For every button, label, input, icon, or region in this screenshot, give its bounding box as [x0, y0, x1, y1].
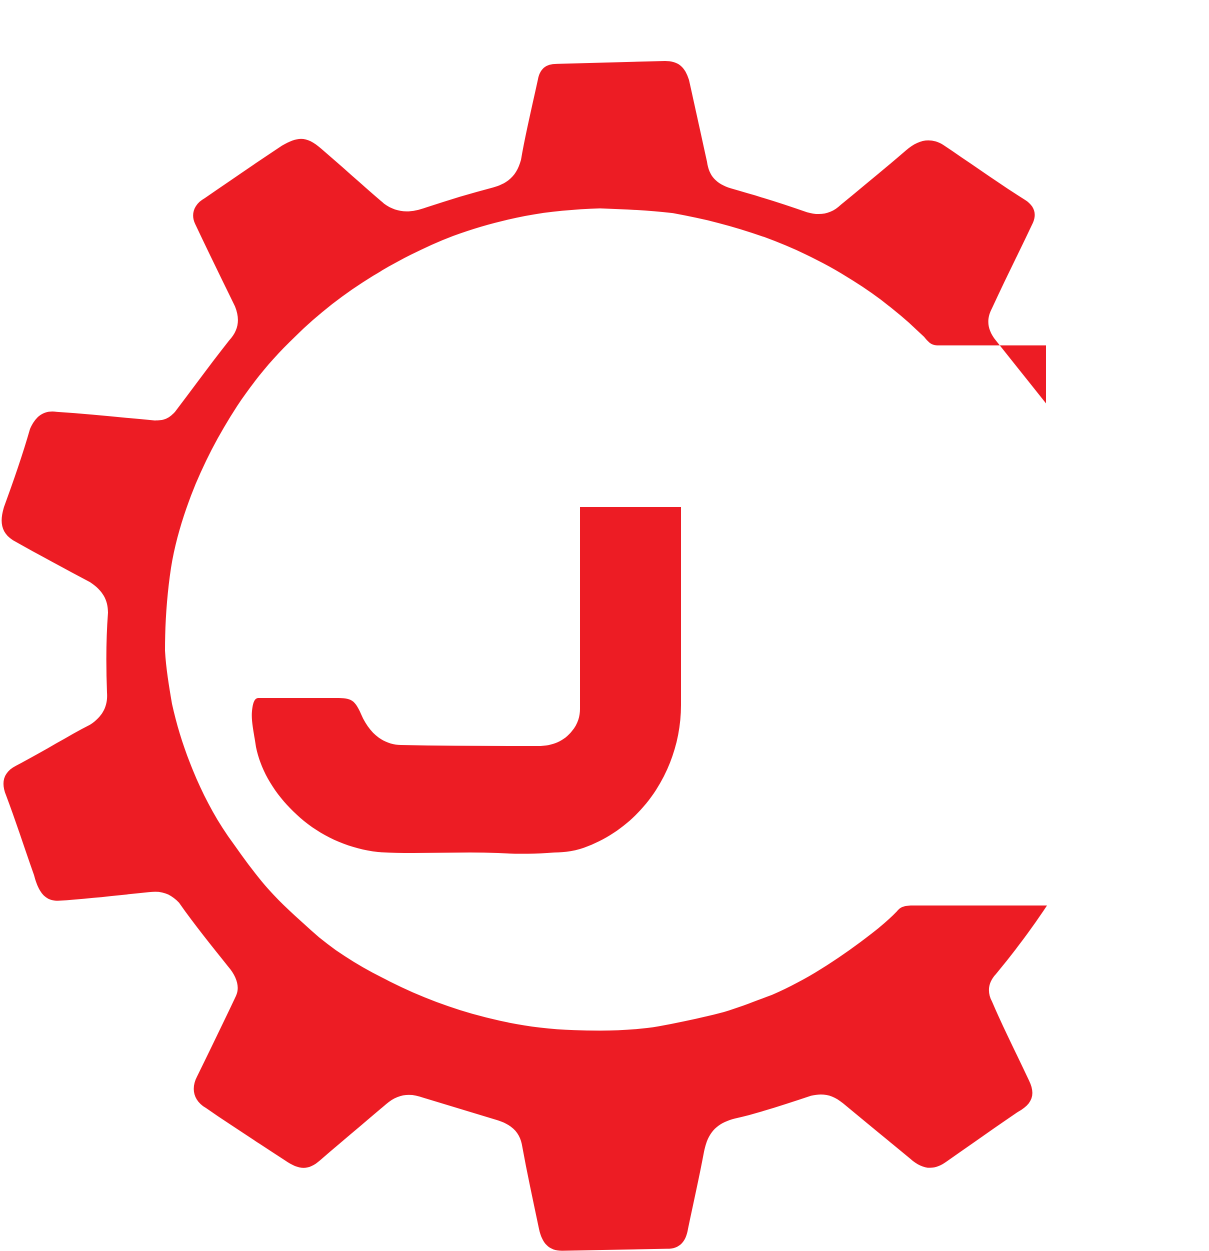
gear-icon: [1, 61, 1047, 1251]
